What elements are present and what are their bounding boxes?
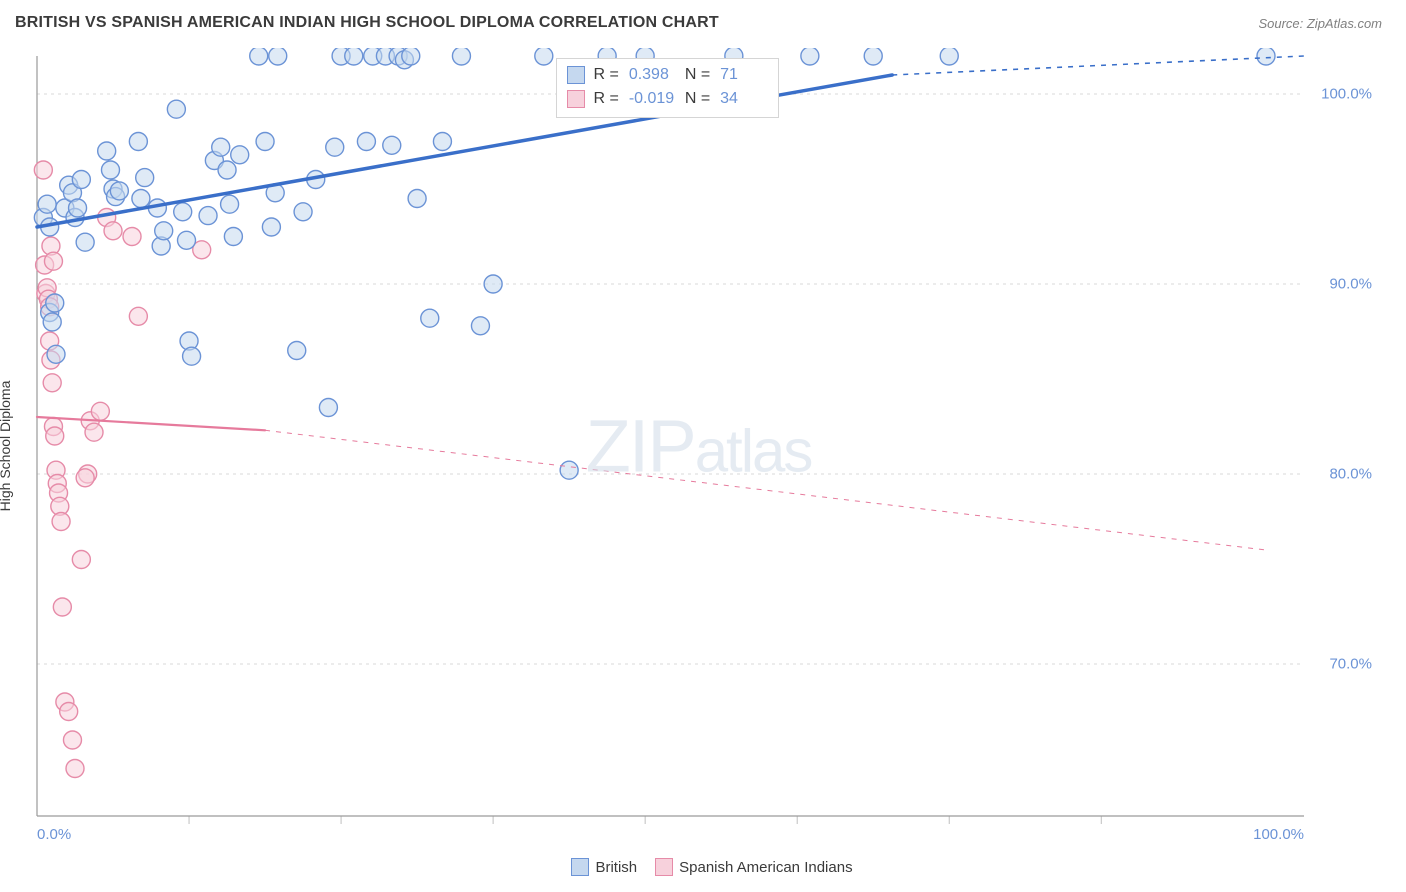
n-value: 71	[720, 63, 768, 87]
r-label: R =	[593, 87, 618, 111]
scatter-chart-svg	[15, 48, 1382, 844]
legend-swatch	[571, 858, 589, 876]
y-tick-label: 80.0%	[1329, 466, 1372, 483]
r-label: R =	[593, 63, 618, 87]
chart-source: Source: ZipAtlas.com	[1258, 16, 1382, 31]
y-tick-label: 70.0%	[1329, 656, 1372, 673]
chart-area: High School Diploma ZIPatlas R =0.398N =…	[15, 48, 1382, 844]
stats-legend: R = 0.398 N = 71 R = -0.019 N = 34	[556, 58, 779, 118]
y-tick-label: 100.0%	[1321, 86, 1372, 103]
legend-swatch	[655, 858, 673, 876]
n-value: 34	[720, 87, 768, 111]
n-label: N =	[685, 63, 710, 87]
n-label: N =	[685, 87, 710, 111]
legend-label: Spanish American Indians	[679, 859, 852, 876]
chart-title: BRITISH VS SPANISH AMERICAN INDIAN HIGH …	[15, 14, 719, 32]
r-value: 0.398	[629, 63, 677, 87]
legend-label: British	[595, 859, 637, 876]
r-value: -0.019	[629, 87, 677, 111]
series-swatch	[567, 90, 585, 108]
series-swatch	[567, 66, 585, 84]
stats-legend-row: R = -0.019 N = 34	[567, 87, 768, 111]
stats-legend-row: R = 0.398 N = 71	[567, 63, 768, 87]
series-legend: British Spanish American Indians	[0, 858, 1406, 876]
y-axis-label: High School Diploma	[0, 381, 13, 512]
y-tick-label: 90.0%	[1329, 276, 1372, 293]
